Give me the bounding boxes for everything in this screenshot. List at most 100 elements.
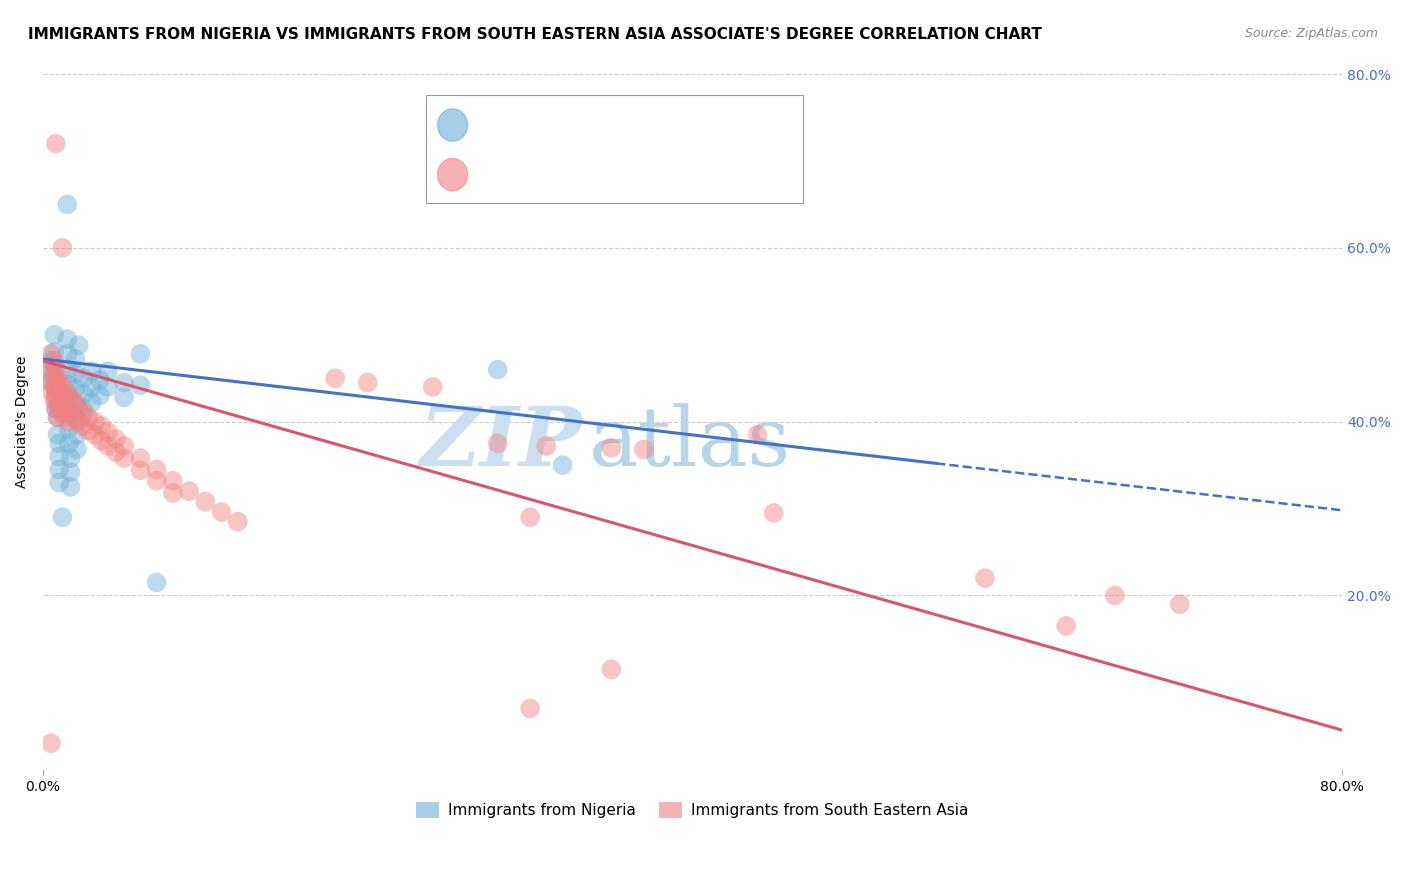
Point	[39, 376, 62, 390]
Point	[89, 373, 111, 387]
Point	[44, 327, 66, 342]
Point	[67, 338, 90, 352]
Point	[194, 494, 217, 508]
Point	[323, 371, 346, 385]
Point	[177, 484, 200, 499]
Point	[129, 463, 152, 477]
Point	[80, 395, 103, 409]
Point	[45, 362, 67, 376]
Point	[551, 458, 574, 472]
Point	[162, 474, 184, 488]
Point	[145, 474, 167, 488]
Point	[65, 382, 87, 396]
Point	[45, 392, 67, 407]
Point	[51, 380, 73, 394]
Point	[600, 662, 623, 676]
Point	[48, 450, 70, 464]
Point	[97, 439, 120, 453]
Point	[46, 427, 69, 442]
Point	[55, 410, 77, 425]
Point	[97, 425, 120, 439]
Point	[39, 354, 62, 368]
Text: atlas: atlas	[589, 402, 790, 483]
Text: IMMIGRANTS FROM NIGERIA VS IMMIGRANTS FROM SOUTH EASTERN ASIA ASSOCIATE'S DEGREE: IMMIGRANTS FROM NIGERIA VS IMMIGRANTS FR…	[28, 27, 1042, 42]
Point	[45, 384, 67, 399]
Point	[65, 352, 87, 367]
Point	[46, 397, 69, 411]
Point	[55, 384, 77, 399]
Point	[66, 427, 89, 442]
Point	[97, 380, 120, 394]
Point	[48, 475, 70, 490]
Point	[39, 360, 62, 375]
Point	[45, 371, 67, 385]
Point	[97, 364, 120, 378]
Point	[44, 345, 66, 359]
Point	[486, 362, 509, 376]
Point	[46, 410, 69, 425]
Point	[59, 451, 82, 466]
Point	[77, 410, 100, 425]
Point	[747, 427, 769, 442]
Point	[112, 439, 135, 453]
Point	[60, 392, 83, 407]
Point	[44, 354, 66, 368]
Point	[46, 371, 69, 385]
Point	[66, 413, 89, 427]
Point	[67, 401, 90, 416]
Point	[59, 465, 82, 479]
Point	[39, 736, 62, 750]
Point	[72, 371, 94, 385]
Point	[56, 197, 79, 211]
Point	[83, 415, 105, 429]
Point	[1168, 597, 1191, 611]
Point	[51, 510, 73, 524]
Point	[60, 406, 83, 420]
Point	[45, 388, 67, 402]
Point	[66, 442, 89, 457]
Point	[56, 362, 79, 376]
Point	[58, 388, 80, 402]
Point	[59, 480, 82, 494]
Point	[226, 515, 249, 529]
Point	[83, 427, 105, 442]
Point	[90, 434, 112, 448]
Point	[357, 376, 380, 390]
Point	[39, 347, 62, 361]
Point	[65, 410, 87, 425]
Point	[129, 378, 152, 392]
Point	[44, 358, 66, 372]
Point	[45, 401, 67, 416]
Point	[633, 442, 655, 457]
Point	[65, 367, 87, 381]
Point	[44, 380, 66, 394]
Point	[80, 364, 103, 378]
Point	[56, 347, 79, 361]
Point	[211, 505, 233, 519]
Point	[112, 451, 135, 466]
Point	[55, 397, 77, 411]
Point	[162, 486, 184, 500]
Point	[80, 380, 103, 394]
Point	[762, 506, 785, 520]
Point	[145, 575, 167, 590]
Point	[44, 367, 66, 381]
Point	[72, 401, 94, 416]
Point	[39, 384, 62, 399]
Point	[46, 410, 69, 425]
Point	[48, 436, 70, 450]
Point	[536, 439, 558, 453]
Point	[39, 367, 62, 381]
Point	[58, 408, 80, 422]
Text: ZIP: ZIP	[419, 402, 582, 483]
Point	[48, 462, 70, 476]
Point	[519, 701, 541, 715]
Point	[58, 392, 80, 407]
Point	[45, 401, 67, 416]
Point	[58, 422, 80, 436]
Point	[104, 445, 127, 459]
Point	[45, 136, 67, 151]
Point	[48, 376, 70, 390]
Point	[48, 401, 70, 416]
Point	[974, 571, 997, 585]
